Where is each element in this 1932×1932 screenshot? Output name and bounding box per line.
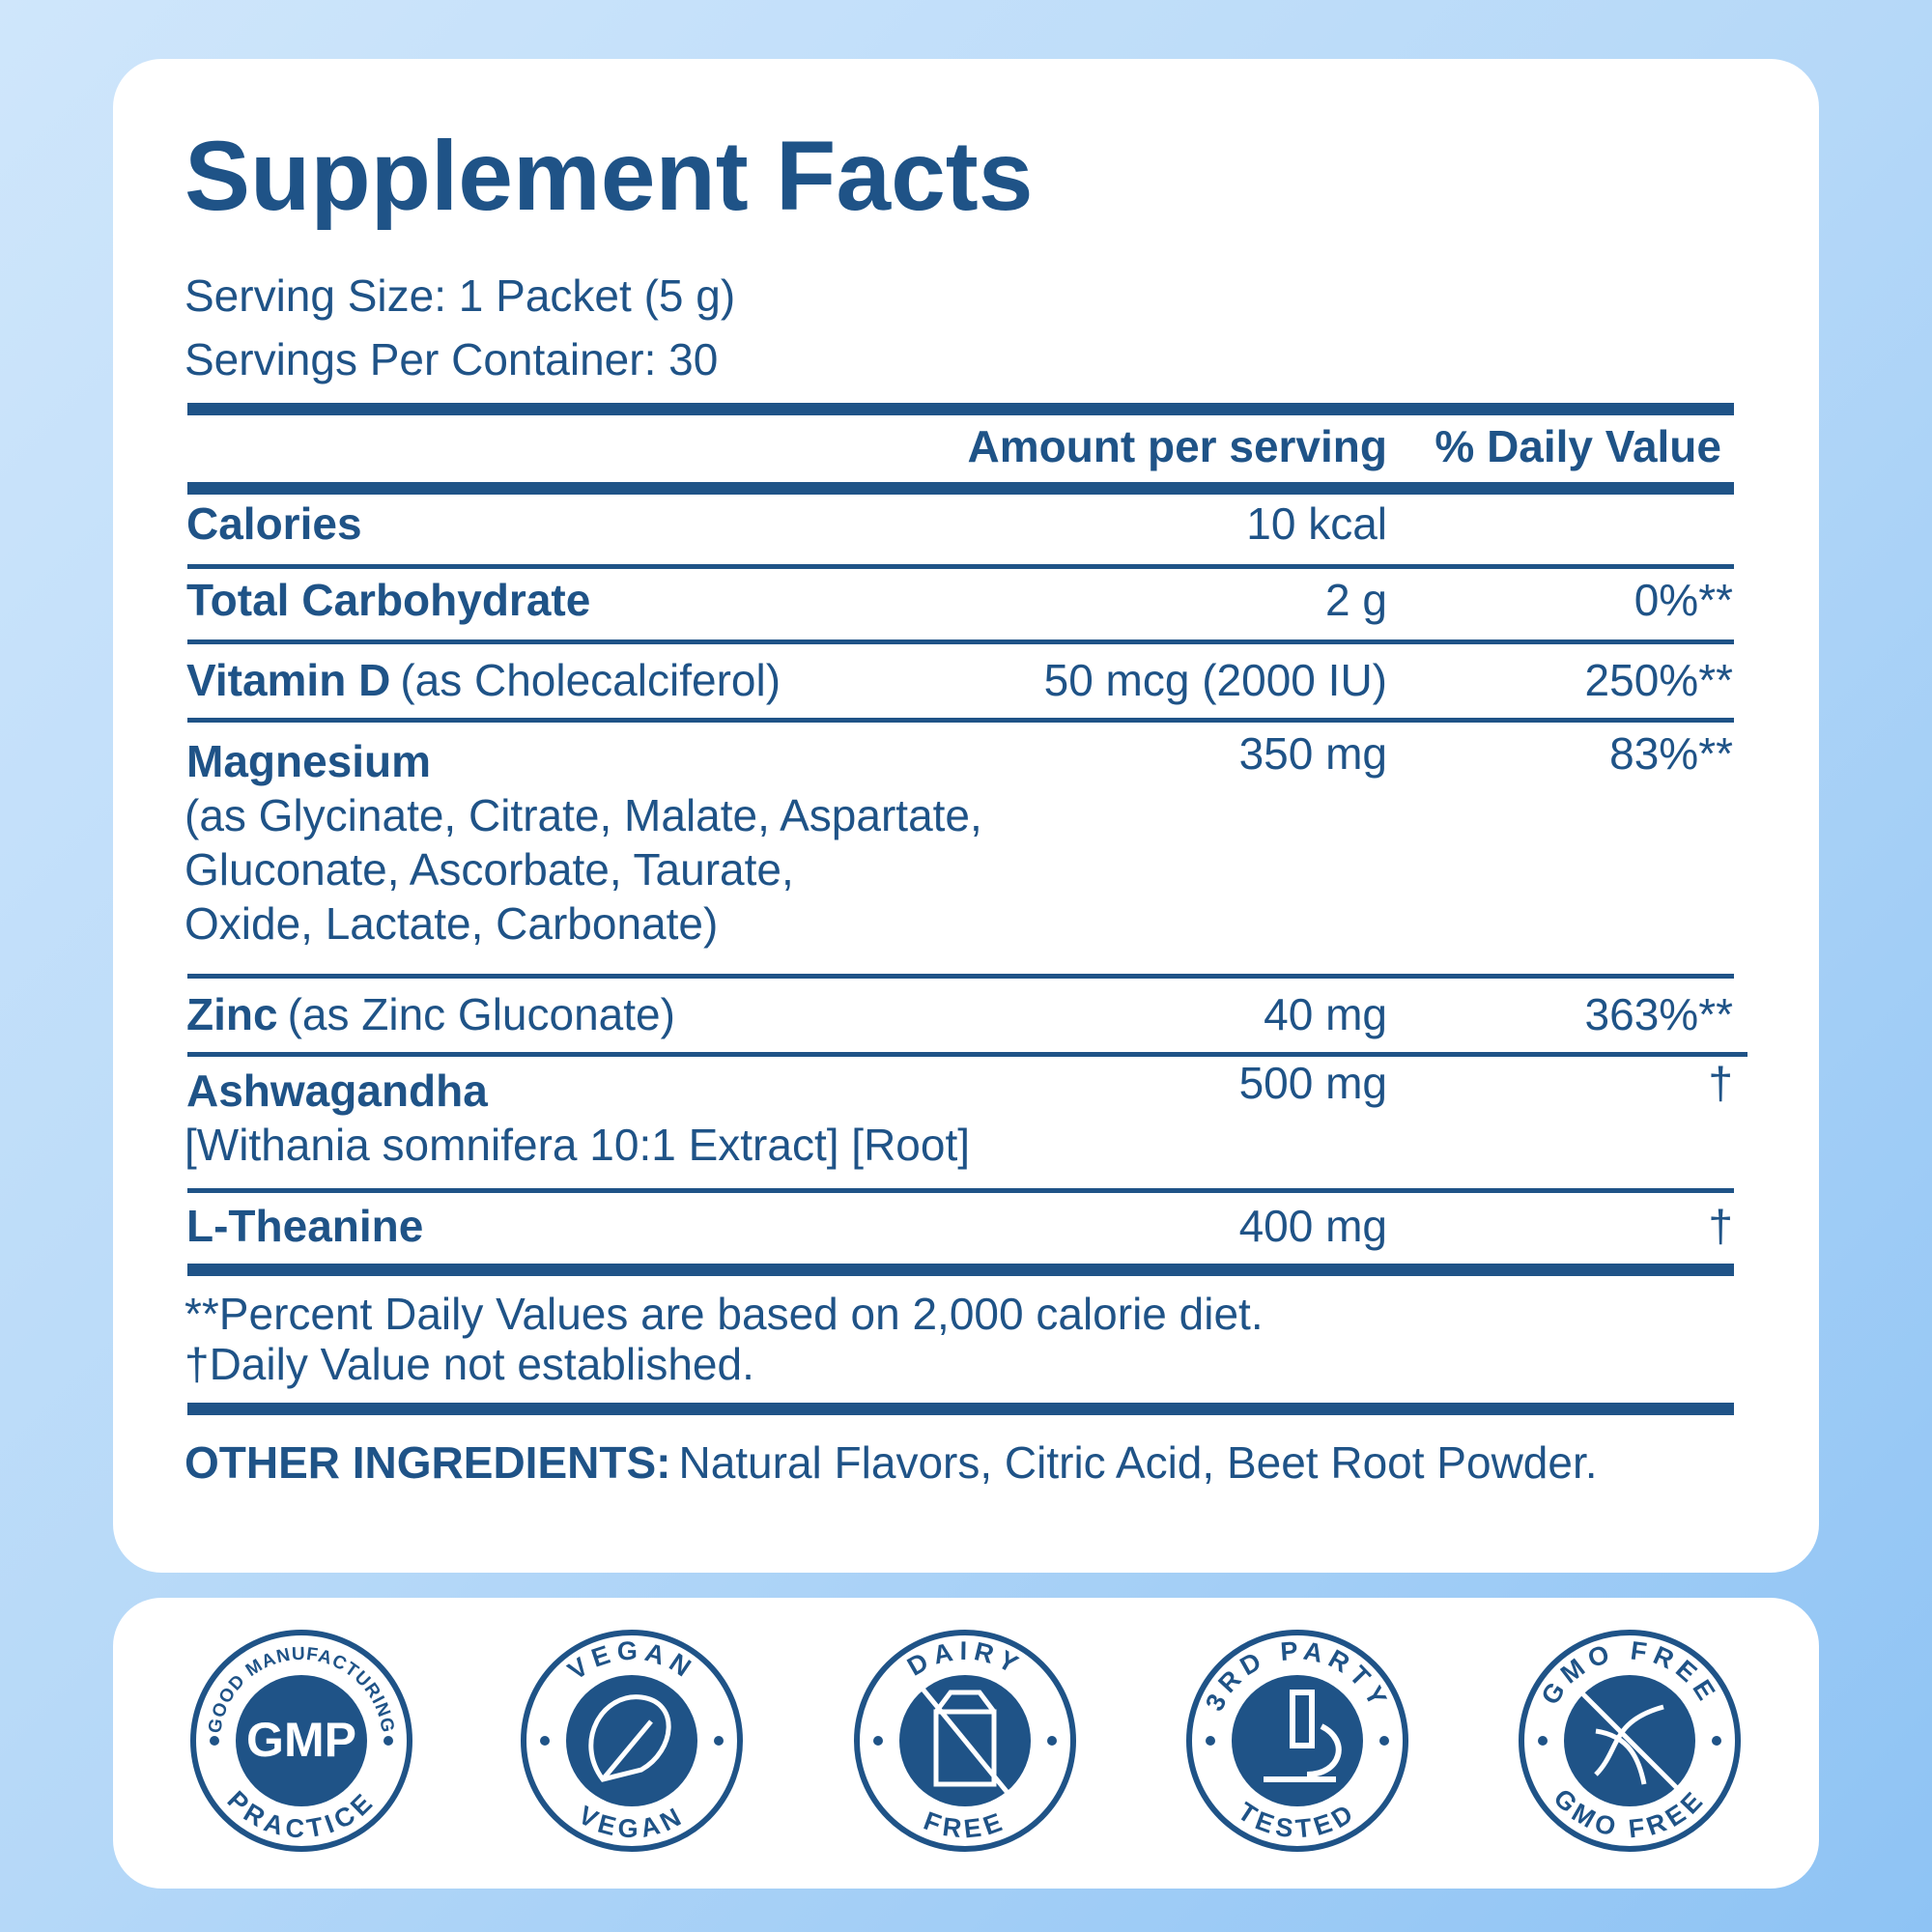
nutrient-detail-line: Oxide, Lactate, Carbonate) bbox=[185, 898, 718, 949]
nutrient-label: Ashwagandha bbox=[186, 1065, 488, 1116]
other-ingredients: OTHER INGREDIENTS: Natural Flavors, Citri… bbox=[185, 1437, 1598, 1488]
nutrient-label: Calories bbox=[186, 498, 362, 549]
nutrient-detail-line: [Withania somnifera 10:1 Extract] [Root] bbox=[185, 1120, 970, 1170]
amount: 350 mg bbox=[1239, 728, 1387, 779]
badge-dot bbox=[1712, 1736, 1721, 1746]
dna-icon bbox=[1575, 1686, 1685, 1796]
daily-value: † bbox=[1708, 1201, 1733, 1251]
badge-dot bbox=[540, 1736, 550, 1746]
leaf-icon bbox=[588, 1694, 671, 1782]
daily-value: 83%** bbox=[1609, 728, 1733, 779]
other-ingredients-label: OTHER INGREDIENTS: bbox=[185, 1437, 670, 1488]
amount: 500 mg bbox=[1239, 1058, 1387, 1108]
nutrient-label: Zinc bbox=[186, 989, 278, 1039]
rule-thick bbox=[187, 482, 1734, 495]
nutrient-name: L-Theanine bbox=[186, 1201, 423, 1251]
daily-value: † bbox=[1708, 1058, 1733, 1108]
rule-thick bbox=[187, 1264, 1734, 1276]
nutrient-label: Total Carbohydrate bbox=[186, 575, 590, 625]
nutrient-name: Zinc (as Zinc Gluconate) bbox=[186, 989, 675, 1039]
nutrient-name: Total Carbohydrate bbox=[186, 575, 590, 625]
daily-value: 363%** bbox=[1585, 989, 1734, 1039]
nutrient-label: Magnesium bbox=[186, 736, 431, 786]
amount: 40 mg bbox=[1264, 989, 1387, 1039]
amount: 2 g bbox=[1325, 575, 1387, 625]
badge-dot bbox=[1379, 1736, 1389, 1746]
amount: 400 mg bbox=[1239, 1201, 1387, 1251]
amount: 10 kcal bbox=[1246, 498, 1387, 549]
rule-thin bbox=[187, 1188, 1734, 1193]
amount: 50 mcg (2000 IU) bbox=[1044, 655, 1387, 705]
facts-card bbox=[113, 59, 1819, 1573]
nutrient-detail-line: Gluconate, Ascorbate, Taurate, bbox=[185, 844, 794, 895]
badge-dot bbox=[1206, 1736, 1215, 1746]
serving-size: Serving Size: 1 Packet (5 g) bbox=[185, 270, 735, 321]
rule-thin bbox=[187, 974, 1734, 979]
badge-dot bbox=[210, 1736, 219, 1746]
rule-thick bbox=[187, 403, 1734, 415]
rule-thick bbox=[187, 1403, 1734, 1415]
badge-core bbox=[236, 1675, 367, 1806]
nutrient-detail: (as Zinc Gluconate) bbox=[288, 989, 675, 1039]
carton-icon bbox=[920, 1686, 1010, 1796]
title: Supplement Facts bbox=[185, 121, 1034, 231]
other-ingredients-text: Natural Flavors, Citric Acid, Beet Root … bbox=[678, 1437, 1597, 1488]
microscope-icon bbox=[1264, 1690, 1342, 1782]
badge-center: GMP bbox=[246, 1713, 356, 1767]
badge-dot bbox=[384, 1736, 393, 1746]
badge-dot bbox=[1538, 1736, 1548, 1746]
nutrient-name: Vitamin D (as Cholecalciferol) bbox=[186, 655, 781, 705]
footnote: **Percent Daily Values are based on 2,00… bbox=[185, 1289, 1264, 1339]
column-header: % Daily Value bbox=[1435, 421, 1721, 471]
footnote: †Daily Value not established. bbox=[185, 1339, 754, 1389]
badge-dot bbox=[873, 1736, 883, 1746]
servings-per-container: Servings Per Container: 30 bbox=[185, 334, 718, 384]
badge-dot bbox=[714, 1736, 724, 1746]
rule-thin bbox=[187, 718, 1734, 723]
daily-value: 250%** bbox=[1585, 655, 1734, 705]
nutrient-name: Calories bbox=[186, 498, 362, 549]
nutrient-name: Ashwagandha bbox=[186, 1065, 488, 1116]
badge-dot bbox=[1047, 1736, 1057, 1746]
rule-thin bbox=[187, 564, 1734, 569]
rule-thin bbox=[187, 1052, 1747, 1057]
rule-thin bbox=[187, 639, 1734, 644]
nutrient-label: Vitamin D bbox=[186, 655, 390, 705]
column-header: Amount per serving bbox=[967, 421, 1387, 471]
nutrient-name: Magnesium bbox=[186, 736, 431, 786]
nutrient-detail-line: (as Glycinate, Citrate, Malate, Aspartat… bbox=[185, 790, 982, 840]
nutrient-detail: (as Cholecalciferol) bbox=[400, 655, 781, 705]
daily-value: 0%** bbox=[1634, 575, 1733, 625]
nutrient-label: L-Theanine bbox=[186, 1201, 423, 1251]
badge-core bbox=[1232, 1675, 1363, 1806]
